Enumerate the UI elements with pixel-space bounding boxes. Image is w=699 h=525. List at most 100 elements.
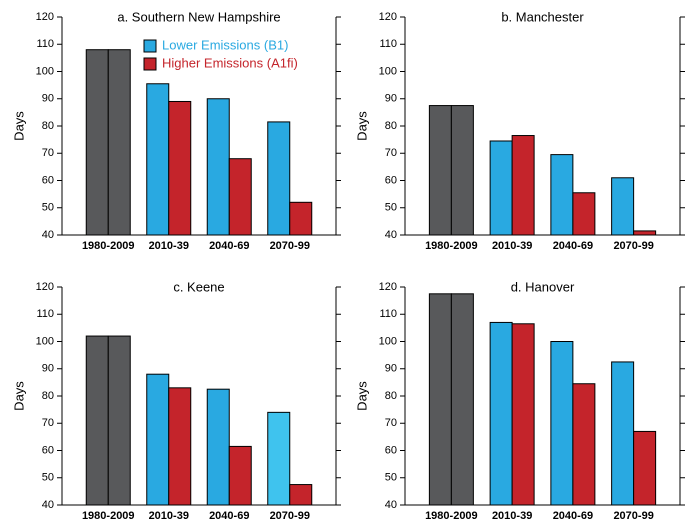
bar (228, 158, 252, 236)
y-tick-label: 90 (42, 93, 54, 105)
bar (489, 321, 513, 506)
y-tick-label: 70 (385, 417, 397, 429)
x-tick-label: 2010-39 (149, 240, 189, 252)
x-tick-label: 2010-39 (149, 510, 189, 522)
bar (206, 98, 230, 236)
y-tick-label: 40 (42, 499, 54, 511)
legend-swatch (143, 57, 157, 71)
legend-label: Lower Emissions (B1) (162, 37, 288, 52)
bar (550, 154, 574, 236)
bar (107, 49, 131, 236)
x-tick-label: 2070-99 (613, 240, 653, 252)
y-tick-label: 120 (379, 11, 397, 23)
bar (450, 293, 474, 506)
legend-swatch (143, 39, 157, 53)
x-tick-label: 1980-2009 (425, 240, 478, 252)
y-tick-label: 110 (36, 38, 54, 50)
bar (228, 445, 252, 506)
chart-title: c. Keene (173, 279, 224, 294)
y-tick-label: 100 (36, 65, 54, 77)
y-tick-label: 120 (379, 281, 397, 293)
y-tick-label: 60 (385, 174, 397, 186)
bar (206, 388, 230, 506)
y-axis-label: Days (11, 111, 26, 141)
bar (611, 361, 635, 506)
bar (267, 121, 291, 236)
x-tick-label: 2040-69 (209, 510, 249, 522)
y-tick-label: 80 (385, 390, 397, 402)
y-tick-label: 110 (36, 308, 54, 320)
y-tick-label: 60 (385, 444, 397, 456)
y-tick-label: 90 (385, 93, 397, 105)
y-tick-label: 50 (42, 472, 54, 484)
bar (511, 323, 535, 506)
bar (146, 373, 170, 506)
y-tick-label: 70 (42, 147, 54, 159)
y-tick-label: 120 (36, 11, 54, 23)
bar (450, 105, 474, 236)
x-tick-label: 2040-69 (553, 240, 593, 252)
bar (489, 140, 513, 236)
bar (572, 383, 596, 506)
y-tick-label: 80 (385, 120, 397, 132)
bar (428, 293, 452, 506)
bar (289, 201, 313, 236)
y-tick-label: 100 (379, 335, 397, 347)
y-tick-label: 40 (385, 229, 397, 241)
bar (633, 430, 657, 506)
y-tick-label: 110 (379, 308, 397, 320)
y-tick-label: 40 (385, 499, 397, 511)
bar (289, 484, 313, 506)
chart-title: a. Southern New Hampshire (117, 9, 280, 24)
bar (267, 411, 291, 506)
bar (428, 105, 452, 236)
y-tick-label: 70 (385, 147, 397, 159)
bar (85, 49, 109, 236)
x-tick-label: 1980-2009 (425, 510, 478, 522)
y-tick-label: 70 (42, 417, 54, 429)
x-tick-label: 2010-39 (492, 510, 532, 522)
y-tick-label: 50 (42, 202, 54, 214)
x-tick-label: 2070-99 (270, 510, 310, 522)
x-tick-label: 2070-99 (613, 510, 653, 522)
y-tick-label: 50 (385, 202, 397, 214)
y-axis-label: Days (354, 381, 369, 411)
y-tick-label: 120 (36, 281, 54, 293)
panel: 40 50 60 70 80 90 100 110 120 1980-2009 2010-39 204… (11, 9, 341, 252)
x-tick-label: 2010-39 (492, 240, 532, 252)
bar (168, 100, 192, 236)
bar (511, 135, 535, 236)
y-tick-label: 100 (379, 65, 397, 77)
y-tick-label: 100 (36, 335, 54, 347)
bar (550, 341, 574, 506)
chart-title: b. Manchester (501, 9, 584, 24)
y-axis-label: Days (354, 111, 369, 141)
x-tick-label: 2040-69 (553, 510, 593, 522)
y-tick-label: 60 (42, 444, 54, 456)
bar (572, 192, 596, 236)
y-tick-label: 60 (42, 174, 54, 186)
chart-title: d. Hanover (511, 279, 575, 294)
y-tick-label: 80 (42, 390, 54, 402)
panel: 40 50 60 70 80 90 100 110 120 1980-2009 2010-39 204… (354, 279, 685, 522)
y-tick-label: 40 (42, 229, 54, 241)
y-axis-label: Days (11, 381, 26, 411)
y-tick-label: 80 (42, 120, 54, 132)
bar (107, 335, 131, 506)
y-tick-label: 90 (42, 363, 54, 375)
x-tick-label: 1980-2009 (82, 510, 135, 522)
legend-label: Higher Emissions (A1fi) (162, 55, 298, 70)
y-tick-label: 110 (379, 38, 397, 50)
x-tick-label: 2070-99 (270, 240, 310, 252)
bar (168, 387, 192, 506)
panel: 40 50 60 70 80 90 100 110 120 1980-2009 2010-39 204… (11, 279, 341, 522)
bar (146, 83, 170, 236)
x-tick-label: 1980-2009 (82, 240, 135, 252)
bar (633, 230, 657, 236)
y-tick-label: 50 (385, 472, 397, 484)
panel: 40 50 60 70 80 90 100 110 120 1980-2009 2010-39 204… (354, 9, 685, 252)
bar (611, 177, 635, 236)
bar (85, 335, 109, 506)
